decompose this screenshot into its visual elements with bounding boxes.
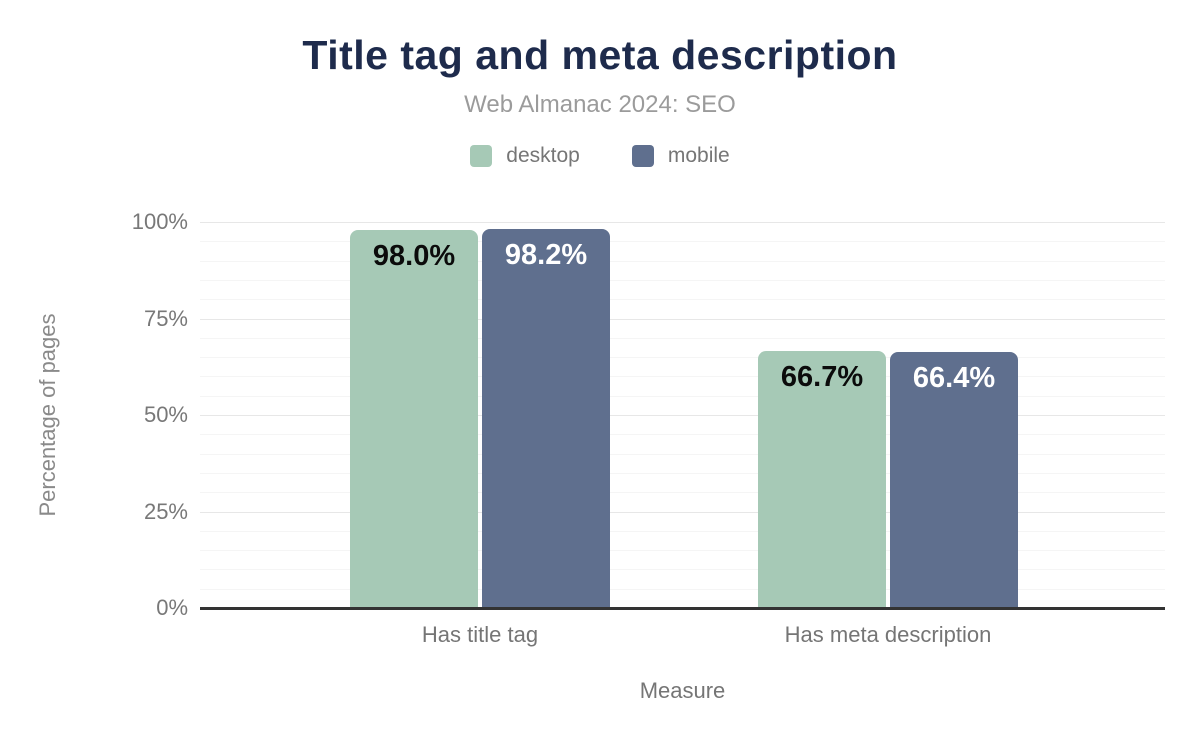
y-tick-label: 0%: [156, 595, 188, 620]
minor-gridline: [200, 453, 1165, 455]
minor-gridline: [200, 472, 1165, 474]
major-gridline: [200, 222, 1165, 223]
legend-label-desktop: desktop: [506, 144, 580, 167]
legend-item-mobile: mobile: [631, 144, 730, 168]
minor-gridline: [200, 550, 1165, 552]
minor-gridline: [200, 530, 1165, 532]
bar-mobile-has-title-tag: 98.2%: [482, 228, 610, 608]
desktop-series-swatch: [470, 145, 493, 167]
minor-gridline: [200, 241, 1165, 243]
minor-gridline: [200, 299, 1165, 301]
bar-value-label: 98.0%: [372, 239, 456, 272]
minor-gridline: [200, 357, 1165, 359]
minor-gridline: [200, 569, 1165, 571]
minor-gridline: [200, 337, 1165, 339]
bar-mobile-has-meta-description: 66.4%: [890, 351, 1018, 608]
minor-gridline: [200, 434, 1165, 436]
plot-area: 0% 25% 50% 75% 100% 98.0% 98.2% Has title tag 66…: [132, 209, 1165, 647]
x-category-label: Has meta description: [784, 622, 992, 647]
legend-item-desktop: desktop: [470, 144, 580, 168]
bar-desktop-has-title-tag: 98.0%: [350, 229, 478, 608]
bar-desktop-has-meta-description: 66.7%: [758, 350, 886, 608]
major-gridline: [200, 511, 1165, 513]
minor-gridline: [200, 492, 1165, 494]
legend: desktop mobile: [0, 144, 1200, 168]
legend-label-mobile: mobile: [667, 144, 730, 167]
chart-subtitle: Web Almanac 2024: SEO: [464, 91, 736, 118]
bar-value-label: 98.2%: [504, 238, 588, 271]
minor-gridline: [200, 376, 1165, 378]
y-axis-title: Percentage of pages: [35, 313, 60, 517]
minor-gridline: [200, 588, 1165, 590]
bar-value-label: 66.4%: [912, 361, 996, 394]
mobile-series-swatch: [631, 145, 654, 167]
major-gridline: [200, 415, 1165, 416]
chart-title: Title tag and meta description: [302, 32, 898, 78]
bar-value-label: 66.7%: [780, 360, 864, 393]
minor-gridline: [200, 395, 1165, 397]
y-tick-label: 50%: [143, 402, 188, 427]
y-tick-label: 100%: [131, 209, 188, 234]
x-axis-line: [200, 607, 1165, 610]
y-tick-label: 25%: [143, 498, 188, 524]
x-category-label: Has title tag: [421, 622, 539, 647]
y-tick-label: 75%: [143, 305, 188, 331]
x-axis-title: Measure: [639, 678, 726, 703]
major-gridline: [200, 318, 1165, 320]
minor-gridline: [200, 260, 1165, 262]
minor-gridline: [200, 279, 1165, 281]
